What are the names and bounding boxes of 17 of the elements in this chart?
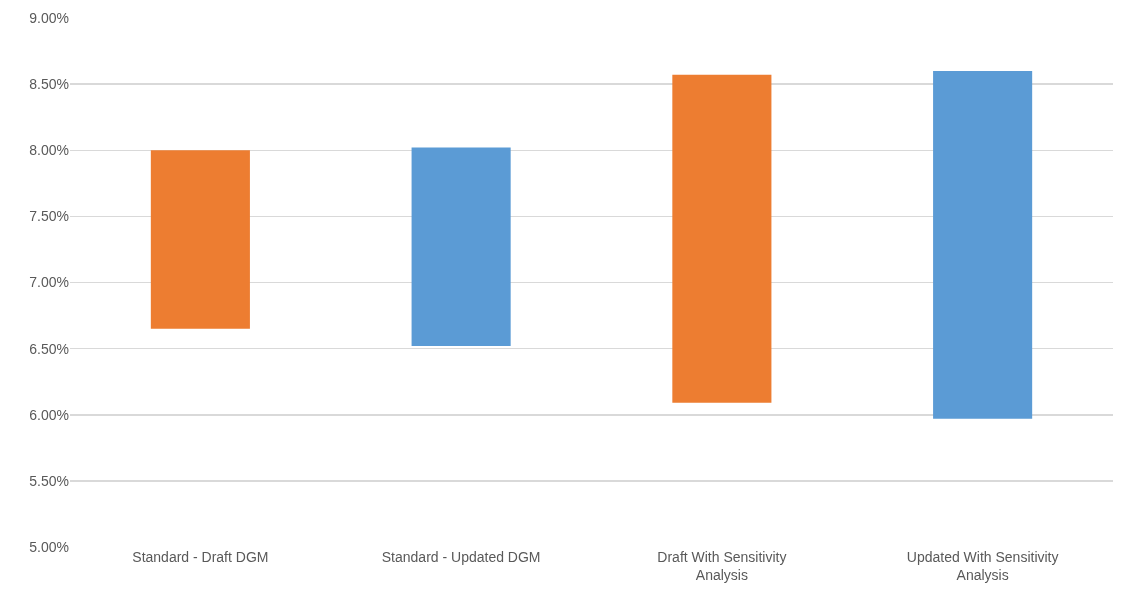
x-tick-label: Updated With Sensitivity Analysis: [906, 549, 1059, 584]
y-tick-label: 6.00%: [29, 406, 69, 423]
x-tick-label: Standard - Updated DGM: [381, 549, 541, 565]
y-tick-label: 7.50%: [29, 208, 69, 225]
y-tick-label: 8.50%: [29, 76, 69, 93]
bar: [150, 150, 250, 329]
y-tick-label: 8.00%: [29, 142, 69, 159]
y-tick-label: 6.50%: [29, 340, 69, 357]
x-tick-label: Standard - Draft DGM: [132, 549, 269, 565]
bar: [933, 70, 1033, 419]
bar: [411, 147, 511, 346]
x-tick-label: Draft With Sensitivity Analysis: [657, 549, 787, 584]
y-tick-label: 5.00%: [29, 538, 69, 555]
y-tick-label: 9.00%: [29, 9, 69, 26]
bar: [672, 74, 772, 403]
y-tick-label: 5.50%: [29, 472, 69, 489]
y-tick-label: 7.00%: [29, 274, 69, 291]
